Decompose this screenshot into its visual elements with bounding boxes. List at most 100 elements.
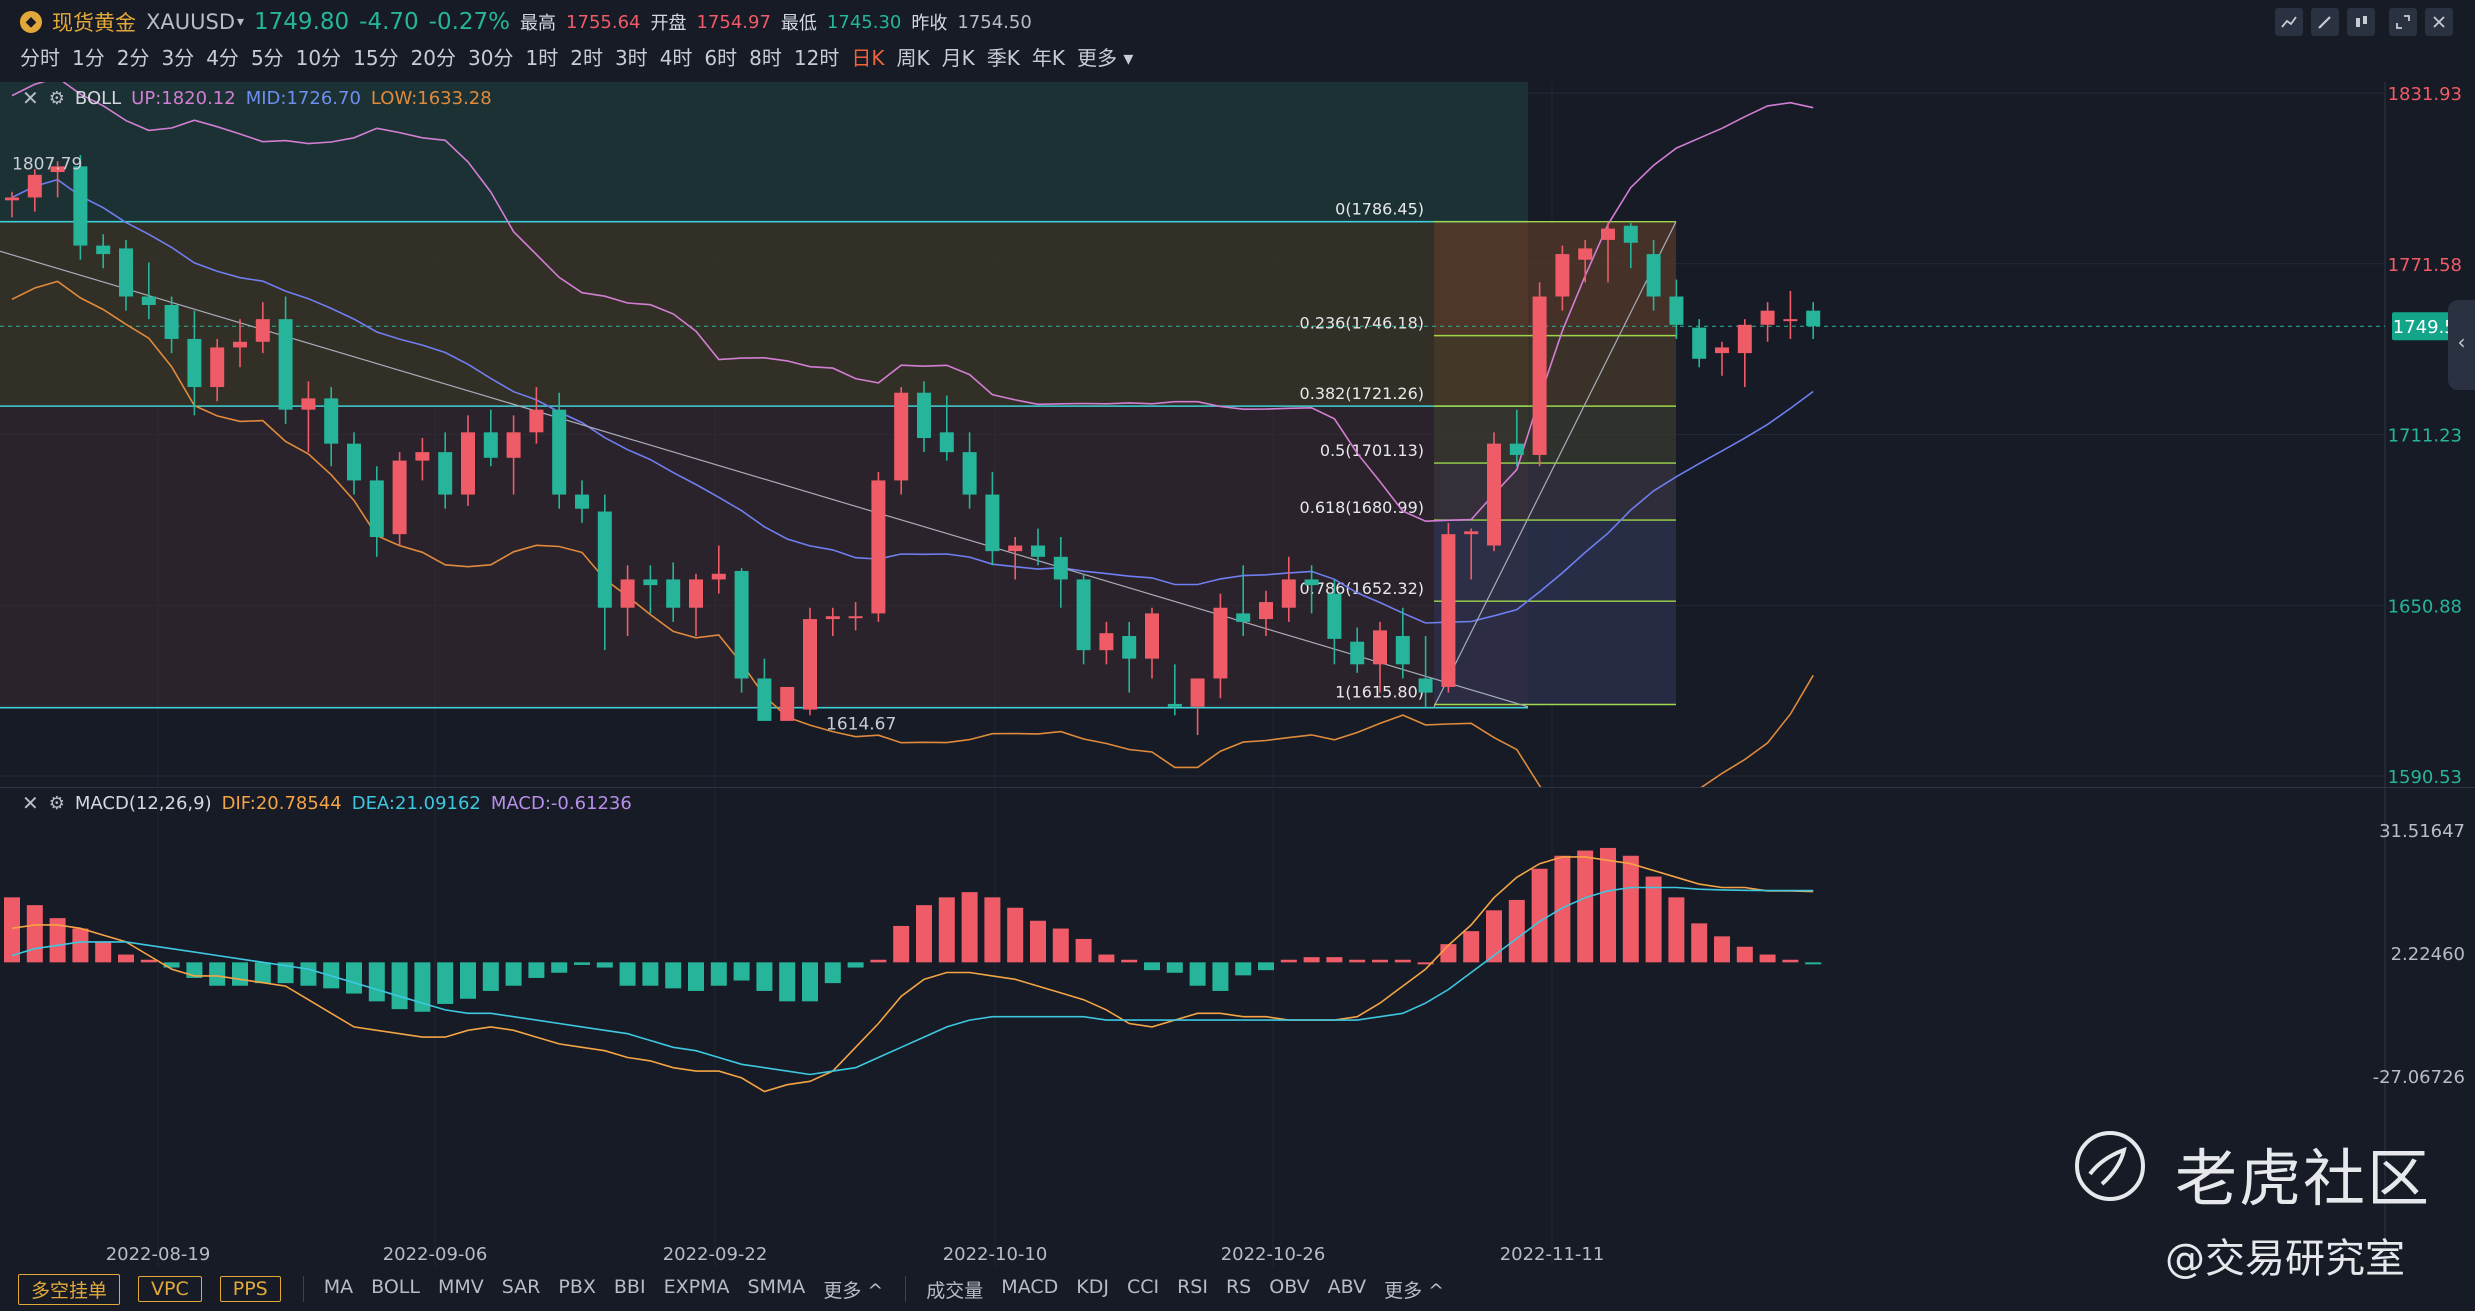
candle-body[interactable] xyxy=(1806,310,1821,327)
candle-body[interactable] xyxy=(1441,534,1456,687)
candle-body[interactable] xyxy=(119,248,133,297)
period-9[interactable]: 30分 xyxy=(468,45,514,70)
candle-body[interactable] xyxy=(848,616,863,619)
fullscreen-icon[interactable] xyxy=(2389,8,2417,36)
sub-indicator-6[interactable]: OBV xyxy=(1269,1275,1310,1298)
macd-chart-svg[interactable]: 31.51647 2.22460 -27.06726 2022-08-19 2022-0… xyxy=(0,786,2475,1267)
main-indicator-4[interactable]: PBX xyxy=(558,1275,596,1298)
candle-body[interactable] xyxy=(1350,641,1365,665)
uptrend-line[interactable] xyxy=(1433,221,1677,708)
candle-body[interactable] xyxy=(894,392,909,481)
candle-body[interactable] xyxy=(506,432,521,458)
candle-body[interactable] xyxy=(1555,254,1570,297)
indicator-settings-icon[interactable]: ⚙ xyxy=(48,792,65,814)
main-indicator-1[interactable]: BOLL xyxy=(371,1275,420,1298)
candle-body[interactable] xyxy=(1373,630,1387,665)
period-13[interactable]: 4时 xyxy=(659,45,693,70)
sub-indicator-5[interactable]: RS xyxy=(1225,1275,1252,1298)
period-18[interactable]: 周K xyxy=(896,45,930,70)
candle-body[interactable] xyxy=(620,579,635,608)
candle-body[interactable] xyxy=(461,432,475,495)
candle-body[interactable] xyxy=(1122,636,1137,659)
candle-body[interactable] xyxy=(917,392,931,438)
sub-indicator-0[interactable]: 成交量 xyxy=(926,1279,984,1302)
period-0[interactable]: 分时 xyxy=(20,45,60,70)
candle-body[interactable] xyxy=(483,432,498,458)
candle-body[interactable] xyxy=(164,305,179,339)
candle-body[interactable] xyxy=(369,480,384,538)
sub-indicator-7[interactable]: ABV xyxy=(1327,1275,1367,1298)
period-3[interactable]: 3分 xyxy=(161,45,195,70)
draw-pencil-icon[interactable] xyxy=(2311,8,2339,36)
period-21[interactable]: 年K xyxy=(1031,45,1065,70)
candle-body[interactable] xyxy=(27,174,42,198)
candle-body[interactable] xyxy=(415,452,430,461)
main-indicator-7[interactable]: SMMA xyxy=(747,1275,806,1298)
candle-body[interactable] xyxy=(803,619,817,710)
period-5[interactable]: 5分 xyxy=(250,45,284,70)
main-indicator-5[interactable]: BBI xyxy=(613,1275,646,1298)
period-7[interactable]: 15分 xyxy=(353,45,399,70)
indicator-settings-icon[interactable]: ⚙ xyxy=(48,87,65,109)
candle-body[interactable] xyxy=(233,341,247,348)
candle-body[interactable] xyxy=(255,319,270,342)
main-indicator-8[interactable]: 更多 ^ xyxy=(823,1279,884,1302)
remove-indicator-icon[interactable]: ✕ xyxy=(22,86,39,110)
period-16[interactable]: 12时 xyxy=(793,45,840,70)
period-12[interactable]: 3时 xyxy=(614,45,648,70)
candle-body[interactable] xyxy=(825,616,840,620)
candle-body[interactable] xyxy=(1487,443,1501,546)
candle-body[interactable] xyxy=(734,570,749,679)
symbol-dropdown-icon[interactable]: ▾ xyxy=(237,14,245,30)
main-indicator-0[interactable]: MA xyxy=(323,1275,354,1298)
candle-body[interactable] xyxy=(1213,607,1228,679)
period-22[interactable]: 更多 ▾ xyxy=(1076,45,1134,70)
long-short-orders-button[interactable]: 多空挂单 xyxy=(18,1273,121,1305)
candle-body[interactable] xyxy=(1464,531,1479,535)
period-1[interactable]: 1分 xyxy=(72,45,105,70)
vpc-button[interactable]: VPC xyxy=(138,1276,202,1302)
period-11[interactable]: 2时 xyxy=(570,45,603,70)
downtrend-line[interactable] xyxy=(0,250,1529,708)
candle-body[interactable] xyxy=(552,409,567,495)
candle-body[interactable] xyxy=(529,409,544,433)
candle-body[interactable] xyxy=(347,443,361,481)
candle-body[interactable] xyxy=(5,197,19,201)
sub-indicator-3[interactable]: CCI xyxy=(1126,1275,1160,1298)
candle-body[interactable] xyxy=(1053,556,1068,580)
candle-body[interactable] xyxy=(50,166,65,173)
period-17[interactable]: 日K xyxy=(851,45,885,70)
candle-body[interactable] xyxy=(1395,636,1410,665)
candle-style-icon[interactable] xyxy=(2347,8,2375,36)
candle-body[interactable] xyxy=(939,432,954,453)
period-8[interactable]: 20分 xyxy=(410,45,457,70)
period-2[interactable]: 2分 xyxy=(116,45,150,70)
candle-body[interactable] xyxy=(438,452,453,495)
candle-body[interactable] xyxy=(1646,254,1661,297)
candle-body[interactable] xyxy=(689,579,703,608)
macd-panel[interactable]: 31.51647 2.22460 -27.06726 2022-08-19 2022-0… xyxy=(0,786,2475,1267)
candle-body[interactable] xyxy=(780,686,795,721)
candle-body[interactable] xyxy=(141,296,156,306)
candle-body[interactable] xyxy=(757,678,772,721)
main-indicator-6[interactable]: EXPMA xyxy=(663,1275,730,1298)
price-chart-svg[interactable]: 1831.93 1771.58 1711.23 1650.88 1590.53 0(178… xyxy=(0,76,2475,843)
candle-body[interactable] xyxy=(1623,225,1638,243)
candle-body[interactable] xyxy=(1715,347,1729,354)
pps-button[interactable]: PPS xyxy=(219,1276,281,1302)
candle-body[interactable] xyxy=(73,166,88,246)
candle-body[interactable] xyxy=(575,494,589,509)
candle-body[interactable] xyxy=(1327,593,1342,639)
candle-body[interactable] xyxy=(1236,613,1251,622)
candle-body[interactable] xyxy=(1031,545,1045,557)
candle-body[interactable] xyxy=(1737,324,1752,354)
candle-body[interactable] xyxy=(1190,678,1205,707)
candle-body[interactable] xyxy=(96,245,111,255)
period-6[interactable]: 10分 xyxy=(295,45,342,70)
sub-indicator-2[interactable]: KDJ xyxy=(1076,1275,1109,1298)
price-chart-panel[interactable]: 1831.93 1771.58 1711.23 1650.88 1590.53 0(178… xyxy=(0,76,2475,843)
period-20[interactable]: 季K xyxy=(986,45,1020,70)
candle-body[interactable] xyxy=(711,573,726,580)
candle-body[interactable] xyxy=(1509,443,1524,455)
main-indicator-3[interactable]: SAR xyxy=(501,1275,541,1298)
